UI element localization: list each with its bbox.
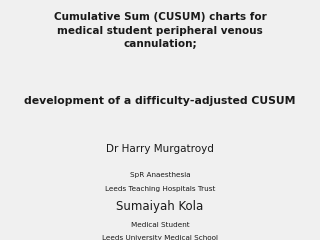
Text: Sumaiyah Kola: Sumaiyah Kola bbox=[116, 200, 204, 213]
Text: Leeds Teaching Hospitals Trust: Leeds Teaching Hospitals Trust bbox=[105, 186, 215, 192]
Text: Dr Harry Murgatroyd: Dr Harry Murgatroyd bbox=[106, 144, 214, 154]
Text: Medical Student: Medical Student bbox=[131, 222, 189, 228]
Text: Leeds University Medical School: Leeds University Medical School bbox=[102, 235, 218, 240]
Text: Cumulative Sum (CUSUM) charts for
medical student peripheral venous
cannulation;: Cumulative Sum (CUSUM) charts for medica… bbox=[54, 12, 266, 49]
Text: SpR Anaesthesia: SpR Anaesthesia bbox=[130, 172, 190, 178]
Text: development of a difficulty-adjusted CUSUM: development of a difficulty-adjusted CUS… bbox=[24, 96, 296, 106]
